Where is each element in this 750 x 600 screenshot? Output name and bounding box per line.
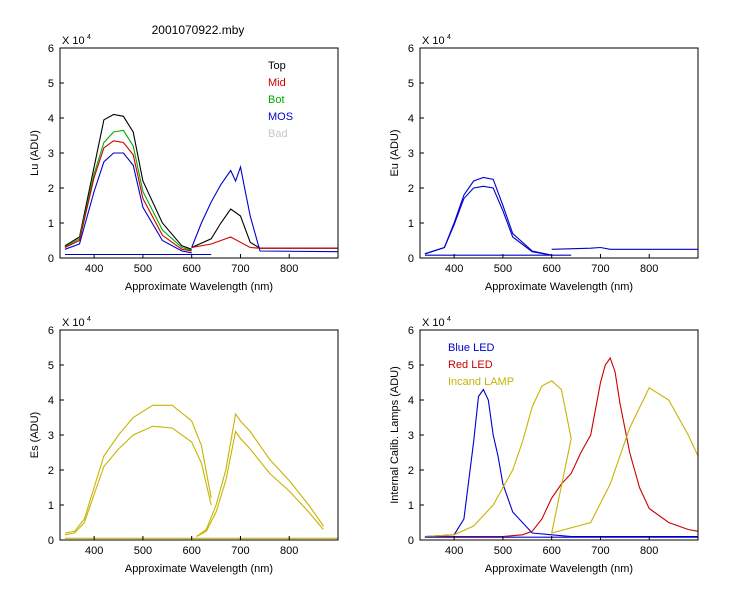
lu-y-multiplier: X 10 bbox=[62, 35, 85, 47]
eu-y-tick-label: 2 bbox=[408, 183, 414, 195]
lamps-y-tick-label: 4 bbox=[408, 395, 414, 407]
lu-legend-entry: MOS bbox=[268, 111, 293, 123]
lamps-x-tick-label: 500 bbox=[494, 545, 512, 557]
lamps-legend-entry: Blue LED bbox=[448, 342, 495, 354]
eu-y-tick-label: 0 bbox=[408, 253, 414, 265]
lu-x-tick-label: 600 bbox=[183, 263, 201, 275]
es-x-tick-label: 800 bbox=[280, 545, 298, 557]
lu-series-line bbox=[191, 208, 338, 249]
es-y-multiplier: X 10 bbox=[62, 317, 85, 329]
eu-series-line bbox=[424, 185, 552, 256]
lamps-y-multiplier-exponent: 4 bbox=[447, 316, 451, 323]
lu-y-tick-label: 4 bbox=[48, 113, 54, 125]
es-plot-frame bbox=[59, 329, 339, 541]
es-y-tick-label: 5 bbox=[48, 360, 54, 372]
lu-y-multiplier-exponent: 4 bbox=[87, 34, 91, 41]
eu-x-tick-label: 800 bbox=[640, 263, 658, 275]
lu-series-line bbox=[64, 129, 192, 251]
es-y-tick-label: 1 bbox=[48, 500, 54, 512]
es-series-line bbox=[196, 412, 324, 537]
lamps-y-tick-label: 5 bbox=[408, 360, 414, 372]
es-y-tick-label: 4 bbox=[48, 395, 54, 407]
lamps-y-multiplier: X 10 bbox=[422, 317, 445, 329]
es-y-multiplier-exponent: 4 bbox=[87, 316, 91, 323]
lamps-y-tick-label: 2 bbox=[408, 465, 414, 477]
lamps-x-tick-label: 800 bbox=[640, 545, 658, 557]
es-x-tick-label: 400 bbox=[85, 545, 103, 557]
lamps-x-tick-label: 600 bbox=[543, 545, 561, 557]
eu-x-axis-label: Approximate Wavelength (nm) bbox=[485, 281, 633, 293]
eu-x-tick-label: 400 bbox=[445, 263, 463, 275]
eu-x-tick-label: 600 bbox=[543, 263, 561, 275]
es-x-tick-label: 500 bbox=[134, 545, 152, 557]
lu-legend-entry: Mid bbox=[268, 77, 286, 89]
lamps-series-line bbox=[424, 380, 699, 538]
lu-y-tick-label: 6 bbox=[48, 43, 54, 55]
lu-series-line bbox=[64, 113, 192, 250]
eu-y-tick-label: 6 bbox=[408, 43, 414, 55]
lu-x-axis-label: Approximate Wavelength (nm) bbox=[125, 281, 273, 293]
lu-x-tick-label: 400 bbox=[85, 263, 103, 275]
lamps-legend-entry: Red LED bbox=[448, 359, 493, 371]
lamps-y-tick-label: 1 bbox=[408, 500, 414, 512]
eu-x-tick-label: 500 bbox=[494, 263, 512, 275]
eu-y-tick-label: 3 bbox=[408, 148, 414, 160]
lamps-x-tick-label: 700 bbox=[591, 545, 609, 557]
lu-y-tick-label: 2 bbox=[48, 183, 54, 195]
lamps-x-tick-label: 400 bbox=[445, 545, 463, 557]
es-y-tick-label: 0 bbox=[48, 535, 54, 547]
lu-y-axis-label: Lu (ADU) bbox=[29, 130, 41, 176]
es-x-axis-label: Approximate Wavelength (nm) bbox=[125, 563, 273, 575]
eu-series-line bbox=[424, 176, 552, 256]
eu-y-tick-label: 4 bbox=[408, 113, 414, 125]
lu-legend-entry: Bot bbox=[268, 94, 285, 106]
es-x-tick-label: 600 bbox=[183, 545, 201, 557]
eu-plot-frame bbox=[419, 47, 699, 259]
lamps-series-line bbox=[424, 356, 699, 538]
es-y-axis-label: Es (ADU) bbox=[29, 412, 41, 458]
lamps-y-tick-label: 3 bbox=[408, 430, 414, 442]
es-x-tick-label: 700 bbox=[231, 545, 249, 557]
lamps-y-tick-label: 0 bbox=[408, 535, 414, 547]
lu-x-tick-label: 800 bbox=[280, 263, 298, 275]
es-y-tick-label: 2 bbox=[48, 465, 54, 477]
es-series-line bbox=[64, 404, 212, 534]
lamps-x-axis-label: Approximate Wavelength (nm) bbox=[485, 563, 633, 575]
lu-x-tick-label: 500 bbox=[134, 263, 152, 275]
es-series-line bbox=[196, 430, 324, 537]
lu-y-tick-label: 3 bbox=[48, 148, 54, 160]
es-series-line bbox=[64, 425, 212, 536]
es-y-tick-label: 3 bbox=[48, 430, 54, 442]
eu-y-axis-label: Eu (ADU) bbox=[389, 129, 401, 176]
lamps-y-tick-label: 6 bbox=[408, 325, 414, 337]
lu-series-line bbox=[64, 152, 192, 254]
lu-legend-entry: Bad bbox=[268, 128, 288, 140]
lu-legend-entry: Top bbox=[268, 60, 286, 72]
lu-series-line bbox=[64, 140, 192, 252]
figure-title: 2001070922.mby bbox=[152, 23, 245, 37]
lamps-legend-entry: Incand LAMP bbox=[448, 376, 514, 388]
lu-series-line bbox=[191, 164, 339, 253]
lamps-series-line bbox=[424, 388, 698, 538]
lu-y-tick-label: 1 bbox=[48, 218, 54, 230]
lu-series-line bbox=[191, 236, 338, 249]
eu-y-multiplier-exponent: 4 bbox=[447, 34, 451, 41]
es-y-tick-label: 6 bbox=[48, 325, 54, 337]
eu-y-tick-label: 5 bbox=[408, 78, 414, 90]
lu-y-tick-label: 5 bbox=[48, 78, 54, 90]
eu-y-tick-label: 1 bbox=[408, 218, 414, 230]
lu-x-tick-label: 700 bbox=[231, 263, 249, 275]
eu-y-multiplier: X 10 bbox=[422, 35, 445, 47]
lu-y-tick-label: 0 bbox=[48, 253, 54, 265]
eu-x-tick-label: 700 bbox=[591, 263, 609, 275]
eu-series-line bbox=[551, 246, 698, 250]
lamps-y-axis-label: Internal Calib. Lamps (ADU) bbox=[389, 366, 401, 504]
